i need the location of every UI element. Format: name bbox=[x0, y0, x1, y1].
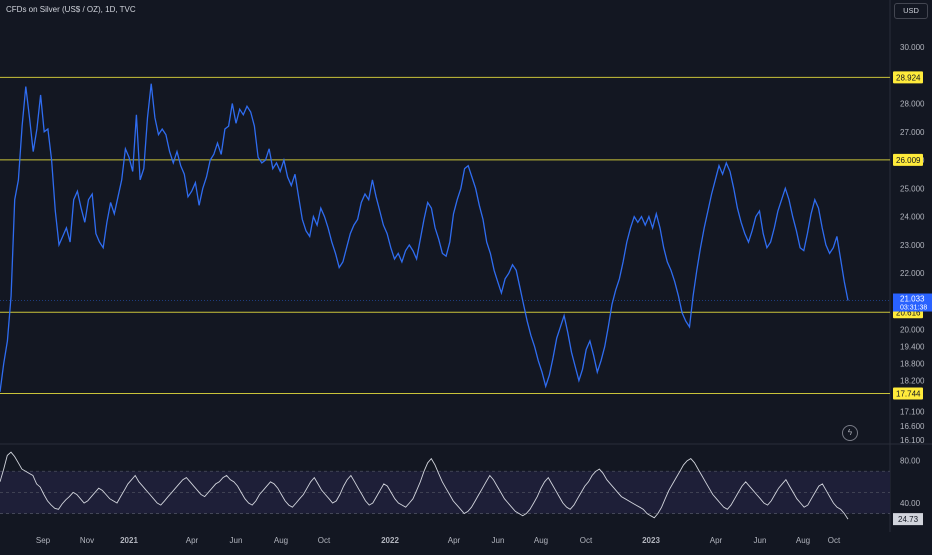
x-tick-label: Aug bbox=[274, 536, 288, 545]
y-tick-label: 16.600 bbox=[900, 422, 925, 431]
y-tick-label: 28.000 bbox=[900, 100, 925, 109]
y-tick-label: 25.000 bbox=[900, 184, 925, 193]
level-label: 20.616 bbox=[896, 308, 921, 317]
rsi-y-tick-label: 80.00 bbox=[900, 457, 921, 466]
y-tick-label: 23.000 bbox=[900, 241, 925, 250]
rsi-last-bg bbox=[893, 513, 923, 526]
y-tick-label: 30.000 bbox=[900, 43, 925, 52]
x-tick-label: 2022 bbox=[381, 536, 399, 545]
lightning-icon[interactable]: ϟ bbox=[842, 425, 858, 441]
x-tick-label: Jun bbox=[492, 536, 505, 545]
x-tick-label: Aug bbox=[534, 536, 548, 545]
x-tick-label: Jun bbox=[230, 536, 243, 545]
countdown-label: 03:31:38 bbox=[900, 305, 927, 312]
y-tick-label: 19.400 bbox=[900, 343, 925, 352]
x-tick-label: Oct bbox=[580, 536, 593, 545]
x-tick-label: 2023 bbox=[642, 536, 660, 545]
level-label: 28.924 bbox=[896, 73, 921, 82]
y-tick-label: 20.000 bbox=[900, 326, 925, 335]
price-series-line bbox=[0, 83, 849, 392]
y-tick-label: 24.000 bbox=[900, 213, 925, 222]
x-tick-label: Apr bbox=[710, 536, 723, 545]
y-tick-label: 27.000 bbox=[900, 128, 925, 137]
rsi-series-line bbox=[0, 451, 849, 520]
currency-button[interactable]: USD bbox=[894, 3, 928, 19]
last-price-bg bbox=[893, 293, 932, 312]
x-tick-label: Sep bbox=[36, 536, 51, 545]
x-tick-label: Oct bbox=[318, 536, 331, 545]
level-label-bg bbox=[893, 153, 923, 166]
x-tick-label: 2021 bbox=[120, 536, 138, 545]
level-label-bg bbox=[893, 387, 923, 400]
y-tick-label: 16.100 bbox=[900, 436, 925, 445]
rsi-last-label: 24.73 bbox=[898, 515, 919, 524]
level-label: 17.744 bbox=[896, 390, 921, 399]
x-tick-label: Apr bbox=[448, 536, 461, 545]
y-tick-label: 18.800 bbox=[900, 360, 925, 369]
y-tick-label: 18.200 bbox=[900, 377, 925, 386]
chart-title: CFDs on Silver (US$ / OZ), 1D, TVC bbox=[6, 5, 136, 14]
last-price-label: 21.033 bbox=[900, 295, 925, 304]
x-tick-label: Aug bbox=[796, 536, 810, 545]
rsi-y-tick-label: 40.00 bbox=[900, 499, 921, 508]
y-tick-label: 22.000 bbox=[900, 269, 925, 278]
x-tick-label: Nov bbox=[80, 536, 94, 545]
x-tick-label: Oct bbox=[828, 536, 841, 545]
x-tick-label: Jun bbox=[754, 536, 767, 545]
y-tick-label: 17.100 bbox=[900, 408, 925, 417]
level-label-bg bbox=[893, 71, 923, 84]
level-label: 26.009 bbox=[896, 156, 921, 165]
x-tick-label: Apr bbox=[186, 536, 199, 545]
